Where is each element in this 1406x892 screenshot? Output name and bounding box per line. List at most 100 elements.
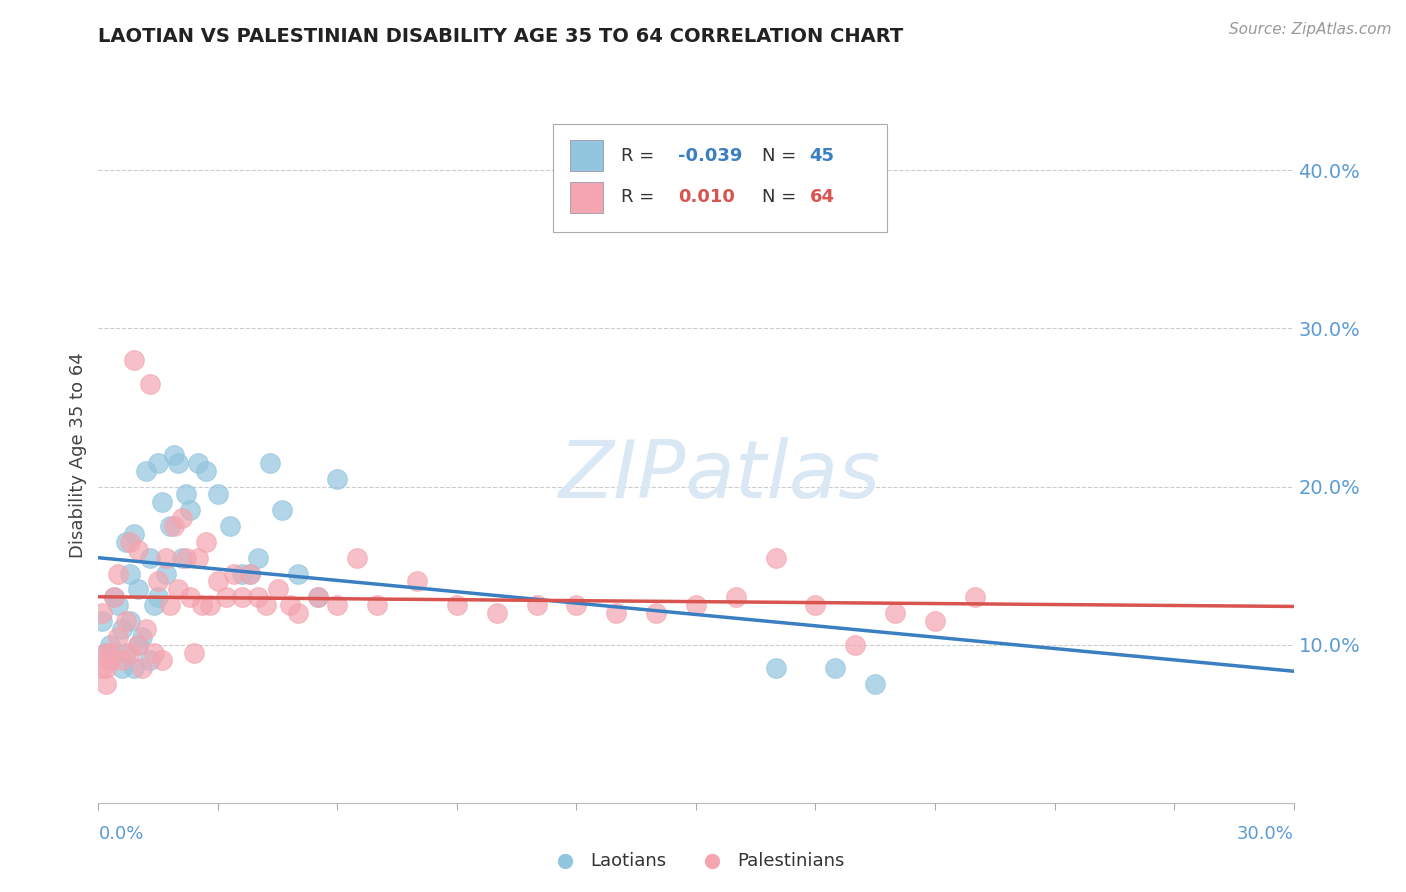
Point [120,534,142,549]
Point [163,519,186,533]
Point [127,542,149,557]
Point [844,638,866,652]
Point [187,550,209,565]
Point [139,653,162,667]
Point [107,598,129,612]
Point [159,519,181,533]
Point [231,566,253,581]
Point [207,574,229,589]
Point [111,653,134,667]
Point [91,661,114,675]
Point [179,503,201,517]
Point [103,591,125,605]
Point [135,622,157,636]
Point [155,550,177,565]
Point [565,598,588,612]
Text: 0.010: 0.010 [678,188,735,206]
Point [267,582,290,597]
Point [96,677,118,691]
Point [207,487,229,501]
Text: N =: N = [762,147,801,165]
Point [91,606,114,620]
Point [366,598,388,612]
Point [884,606,907,620]
Legend: Laotians, Palestinians: Laotians, Palestinians [540,845,852,877]
Point [446,598,468,612]
Point [139,550,162,565]
Point [115,614,138,628]
Point [526,598,548,612]
Point [645,606,668,620]
Point [135,464,157,478]
Point [124,353,146,368]
Point [159,598,181,612]
Text: 30.0%: 30.0% [1237,825,1294,843]
Point [179,591,201,605]
Point [924,614,946,628]
Point [111,661,134,675]
Point [120,614,142,628]
Point [127,638,149,652]
Point [131,630,153,644]
Point [172,550,194,565]
Point [824,661,846,675]
Text: R =: R = [620,147,659,165]
Point [120,566,142,581]
Point [96,646,118,660]
Y-axis label: Disability Age 35 to 64: Disability Age 35 to 64 [69,352,87,558]
Point [111,622,134,636]
Text: Source: ZipAtlas.com: Source: ZipAtlas.com [1229,22,1392,37]
Point [605,606,627,620]
Point [103,591,125,605]
Point [124,527,146,541]
Point [174,550,197,565]
Point [124,661,146,675]
Text: 0.0%: 0.0% [98,825,143,843]
Point [278,598,301,612]
Point [326,598,349,612]
Point [246,591,269,605]
Point [215,591,238,605]
Point [254,598,277,612]
Point [155,566,177,581]
Point [963,591,986,605]
Point [724,591,747,605]
Point [107,566,129,581]
Point [115,534,138,549]
Bar [571,140,603,171]
Point [127,582,149,597]
Point [765,550,787,565]
Point [195,464,218,478]
Point [270,503,292,517]
Point [143,598,166,612]
Point [231,591,253,605]
Point [150,653,173,667]
Point [100,646,122,660]
Point [91,614,114,628]
Point [183,646,205,660]
Text: ZIPatlas: ZIPatlas [558,437,882,515]
Point [139,376,162,391]
Point [100,653,122,667]
Point [96,661,118,675]
Point [198,598,221,612]
Point [287,606,309,620]
Point [143,646,166,660]
Point [131,661,153,675]
Point [120,646,142,660]
Point [187,456,209,470]
Point [167,582,190,597]
Point [485,606,508,620]
Point [765,661,787,675]
Point [685,598,707,612]
Point [96,646,118,660]
Text: 45: 45 [810,147,835,165]
Point [239,566,262,581]
Point [307,591,329,605]
Point [115,646,138,660]
Point [219,519,242,533]
Point [259,456,281,470]
Point [195,534,218,549]
Point [307,591,329,605]
Point [287,566,309,581]
